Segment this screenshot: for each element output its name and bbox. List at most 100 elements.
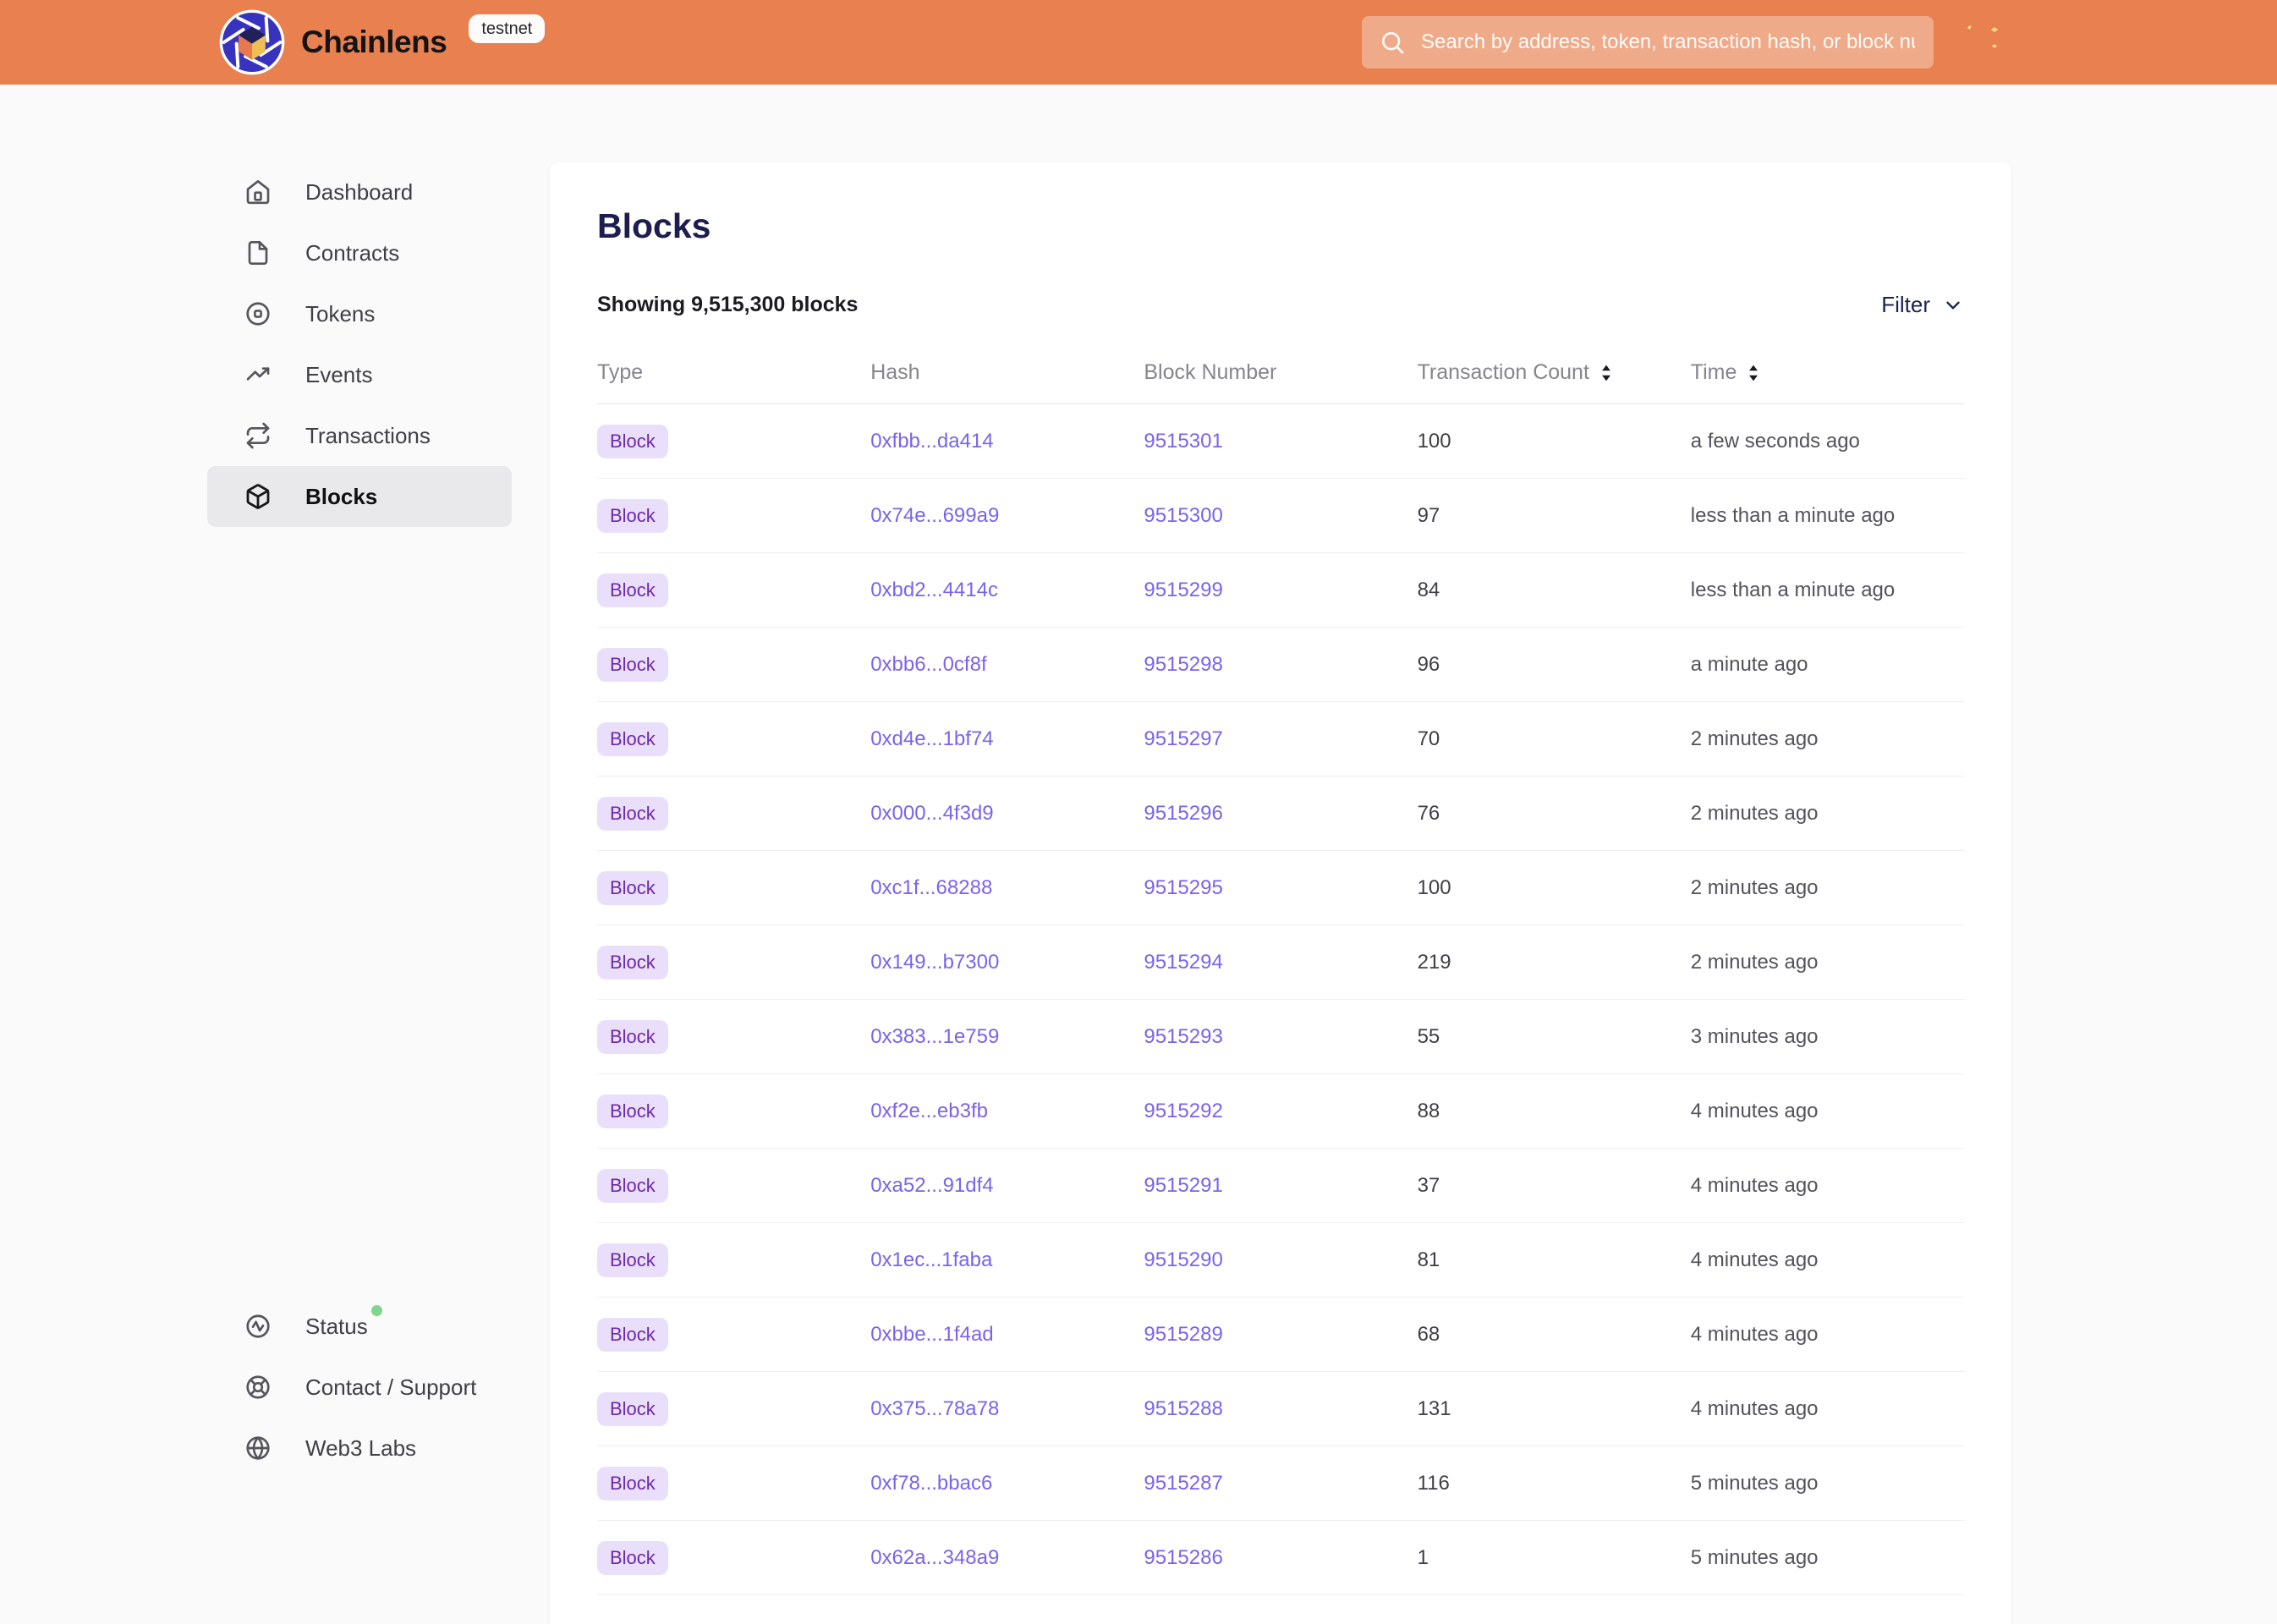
block-hash-link[interactable]: 0x000...4f3d9 bbox=[870, 801, 994, 825]
sidebar-item-label: Web3 Labs bbox=[305, 1435, 417, 1461]
table-header-row: Type Hash Block Number Transaction Count bbox=[597, 342, 1964, 404]
activity-circle-icon bbox=[246, 1314, 270, 1338]
table-row: Block 0x000...4f3d9 9515296 76 2 minutes… bbox=[597, 776, 1964, 851]
block-time: 3 minutes ago bbox=[1690, 1024, 1819, 1048]
sidebar-item-label: Transactions bbox=[305, 422, 431, 448]
sidebar-item-web3-labs[interactable]: Web3 Labs bbox=[207, 1418, 512, 1479]
block-hash-link[interactable]: 0xbd2...4414c bbox=[870, 578, 998, 601]
transaction-count: 1 bbox=[1417, 1545, 1429, 1569]
transaction-count: 131 bbox=[1417, 1396, 1451, 1420]
network-badge: testnet bbox=[469, 14, 546, 43]
home-icon bbox=[246, 180, 270, 205]
block-number-link[interactable]: 9515291 bbox=[1144, 1173, 1223, 1197]
block-hash-link[interactable]: 0x383...1e759 bbox=[870, 1024, 1000, 1048]
sidebar-nav: Dashboard Contracts Tokens bbox=[207, 162, 550, 527]
block-number-link[interactable]: 9515293 bbox=[1144, 1024, 1223, 1048]
block-number-link[interactable]: 9515286 bbox=[1144, 1545, 1223, 1569]
sidebar-item-label: Status bbox=[305, 1313, 368, 1339]
sidebar-item-tokens[interactable]: Tokens bbox=[207, 283, 512, 344]
table-row: Block 0xd4e...1bf74 9515297 70 2 minutes… bbox=[597, 702, 1964, 776]
block-number-link[interactable]: 9515298 bbox=[1144, 652, 1223, 676]
block-type-badge: Block bbox=[597, 721, 668, 756]
block-time: less than a minute ago bbox=[1690, 503, 1896, 527]
blocks-table: Type Hash Block Number Transaction Count bbox=[597, 342, 1964, 1595]
page-title: Blocks bbox=[597, 206, 711, 245]
sidebar-item-events[interactable]: Events bbox=[207, 344, 512, 405]
cube-icon bbox=[246, 484, 270, 509]
sidebar-item-transactions[interactable]: Transactions bbox=[207, 405, 512, 466]
block-number-link[interactable]: 9515290 bbox=[1144, 1248, 1223, 1271]
block-number-link[interactable]: 9515288 bbox=[1144, 1396, 1223, 1420]
table-row: Block 0x62a...348a9 9515286 1 5 minutes … bbox=[597, 1521, 1964, 1595]
block-type-badge: Block bbox=[597, 1540, 668, 1575]
table-row: Block 0xf2e...eb3fb 9515292 88 4 minutes… bbox=[597, 1074, 1964, 1149]
main-content: Blocks Showing 9,515,300 blocks Filter T… bbox=[550, 85, 2277, 1624]
block-time: 2 minutes ago bbox=[1690, 727, 1819, 750]
search-icon bbox=[1382, 32, 1404, 54]
table-row: Block 0xf78...bbac6 9515287 116 5 minute… bbox=[597, 1446, 1964, 1521]
transaction-count: 37 bbox=[1417, 1173, 1440, 1197]
page-body: Dashboard Contracts Tokens bbox=[0, 85, 2277, 1624]
block-time: 2 minutes ago bbox=[1690, 875, 1819, 899]
table-row: Block 0x375...78a78 9515288 131 4 minute… bbox=[597, 1372, 1964, 1446]
block-hash-link[interactable]: 0xfbb...da414 bbox=[870, 429, 994, 453]
block-number-link[interactable]: 9515295 bbox=[1144, 875, 1223, 899]
block-hash-link[interactable]: 0xbbe...1f4ad bbox=[870, 1322, 994, 1346]
sidebar-item-contracts[interactable]: Contracts bbox=[207, 222, 512, 283]
column-header-transaction-count: Transaction Count bbox=[1418, 360, 1691, 385]
sidebar-item-dashboard[interactable]: Dashboard bbox=[207, 162, 512, 222]
block-hash-link[interactable]: 0xf78...bbac6 bbox=[870, 1471, 993, 1495]
block-number-link[interactable]: 9515292 bbox=[1144, 1099, 1223, 1122]
block-hash-link[interactable]: 0xd4e...1bf74 bbox=[870, 727, 994, 750]
chainlens-logo-icon[interactable] bbox=[218, 8, 286, 76]
sort-time-button[interactable] bbox=[1748, 364, 1759, 382]
life-buoy-icon bbox=[246, 1375, 270, 1399]
token-icon bbox=[246, 302, 270, 326]
sidebar-item-label: Contracts bbox=[305, 239, 400, 266]
sidebar-item-contact-support[interactable]: Contact / Support bbox=[207, 1357, 512, 1418]
block-time: 4 minutes ago bbox=[1690, 1173, 1819, 1197]
block-hash-link[interactable]: 0x74e...699a9 bbox=[870, 503, 1000, 527]
transaction-count: 97 bbox=[1417, 503, 1440, 527]
block-hash-link[interactable]: 0x62a...348a9 bbox=[870, 1545, 1000, 1569]
table-row: Block 0xa52...91df4 9515291 37 4 minutes… bbox=[597, 1149, 1964, 1223]
block-number-link[interactable]: 9515300 bbox=[1144, 503, 1223, 527]
block-hash-link[interactable]: 0x149...b7300 bbox=[870, 950, 1000, 974]
block-hash-link[interactable]: 0x1ec...1faba bbox=[870, 1248, 993, 1271]
filter-button[interactable]: Filter bbox=[1881, 292, 1964, 318]
search-input[interactable] bbox=[1419, 30, 1917, 55]
transaction-count: 116 bbox=[1417, 1471, 1450, 1495]
block-hash-link[interactable]: 0xc1f...68288 bbox=[870, 875, 993, 899]
transaction-count: 96 bbox=[1417, 652, 1440, 676]
dark-mode-toggle[interactable] bbox=[1959, 19, 2005, 65]
block-number-link[interactable]: 9515294 bbox=[1144, 950, 1223, 974]
globe-icon bbox=[246, 1436, 270, 1460]
block-hash-link[interactable]: 0x375...78a78 bbox=[870, 1396, 1000, 1420]
block-number-link[interactable]: 9515296 bbox=[1144, 801, 1223, 825]
table-row: Block 0xc1f...68288 9515295 100 2 minute… bbox=[597, 851, 1964, 925]
table-row: Block 0xbb6...0cf8f 9515298 96 a minute … bbox=[597, 628, 1964, 702]
block-number-link[interactable]: 9515287 bbox=[1144, 1471, 1223, 1495]
sidebar-footer: Status Contact / Support bbox=[207, 1296, 550, 1479]
sidebar-item-label: Blocks bbox=[305, 483, 378, 509]
search-bar[interactable] bbox=[1362, 16, 1934, 69]
block-hash-link[interactable]: 0xf2e...eb3fb bbox=[870, 1099, 988, 1122]
sidebar-item-status[interactable]: Status bbox=[207, 1296, 512, 1357]
sidebar-item-blocks[interactable]: Blocks bbox=[207, 466, 512, 527]
block-number-link[interactable]: 9515301 bbox=[1144, 429, 1223, 453]
moon-icon bbox=[1967, 25, 1999, 61]
column-header-type: Type bbox=[597, 360, 644, 384]
chevron-down-icon bbox=[1946, 301, 1960, 309]
sort-transaction-count-button[interactable] bbox=[1600, 364, 1612, 382]
block-hash-link[interactable]: 0xa52...91df4 bbox=[870, 1173, 994, 1197]
sidebar-item-label: Events bbox=[305, 361, 373, 387]
block-number-link[interactable]: 9515297 bbox=[1144, 727, 1223, 750]
block-number-link[interactable]: 9515289 bbox=[1144, 1322, 1223, 1346]
column-header-hash: Hash bbox=[870, 360, 920, 384]
block-type-badge: Block bbox=[597, 1168, 668, 1203]
block-type-badge: Block bbox=[597, 1391, 668, 1426]
block-hash-link[interactable]: 0xbb6...0cf8f bbox=[870, 652, 987, 676]
block-number-link[interactable]: 9515299 bbox=[1144, 578, 1223, 601]
table-row: Block 0xbd2...4414c 9515299 84 less than… bbox=[597, 553, 1964, 628]
